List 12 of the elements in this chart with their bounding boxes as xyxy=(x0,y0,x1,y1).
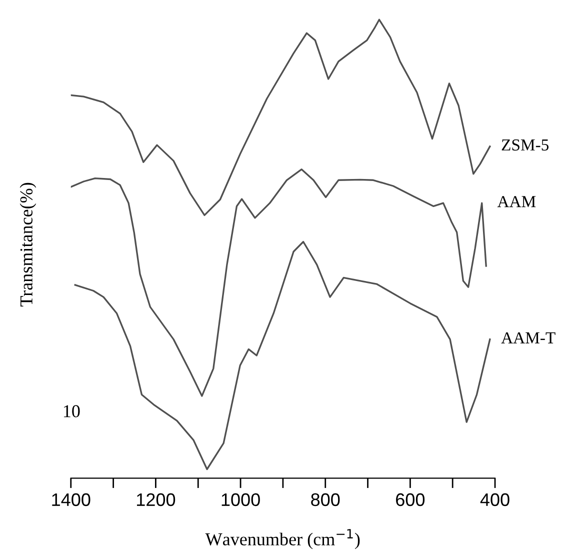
x-tick-label: 1000 xyxy=(222,493,260,506)
x-tick-label: 600 xyxy=(396,493,425,506)
series-label: AAM xyxy=(497,196,536,208)
series-label: AAM-T xyxy=(501,332,556,344)
x-axis-title: Wavenumber (cm$^{−1}$) xyxy=(205,529,360,550)
series-label: ZSM-5 xyxy=(502,139,549,151)
annotation: 10 xyxy=(64,405,80,418)
y-axis-title: Transmitance(%) xyxy=(20,182,36,306)
x-tick-label: 800 xyxy=(311,493,340,506)
x-tick-label: 1400 xyxy=(52,493,90,506)
x-tick-label: 400 xyxy=(480,493,510,506)
x-tick-label: 1200 xyxy=(137,493,176,506)
